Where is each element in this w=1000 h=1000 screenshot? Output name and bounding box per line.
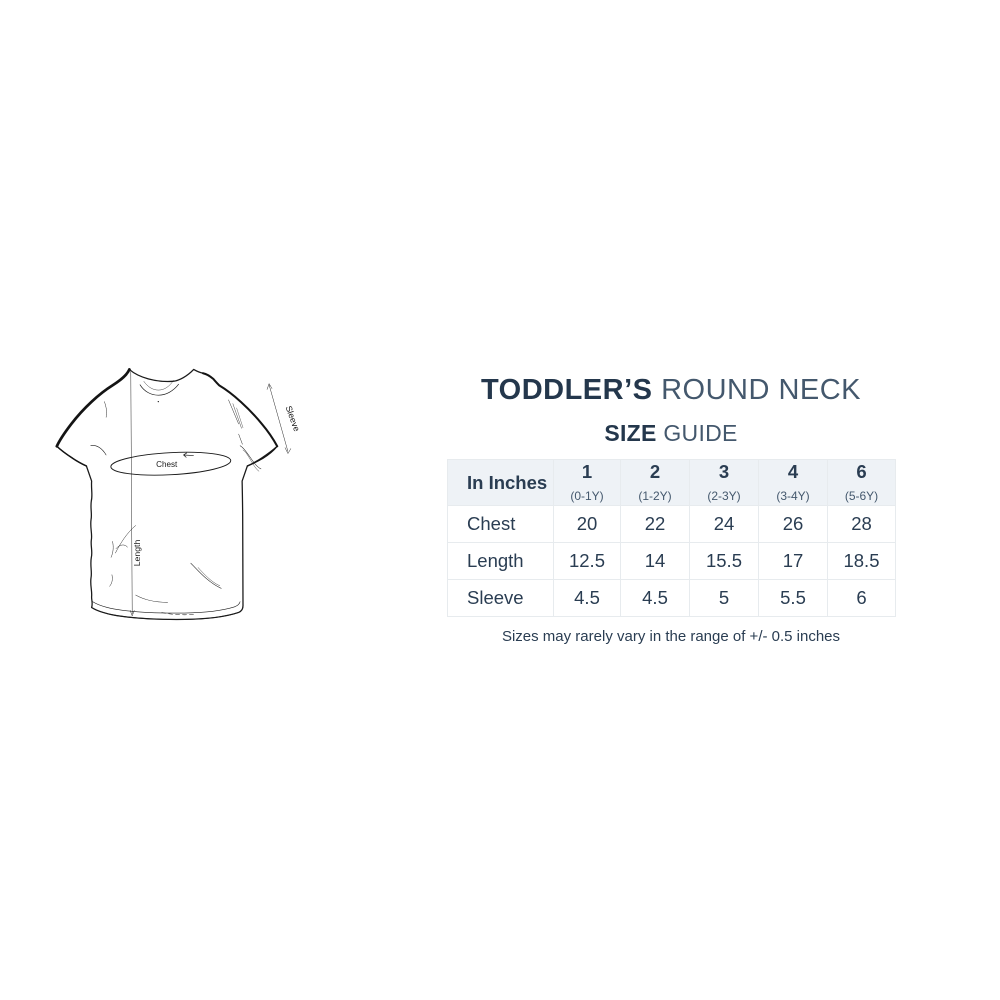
svg-text:Sleeve: Sleeve <box>284 404 303 433</box>
svg-text:Length: Length <box>132 540 142 567</box>
svg-text:Chest: Chest <box>156 460 178 469</box>
